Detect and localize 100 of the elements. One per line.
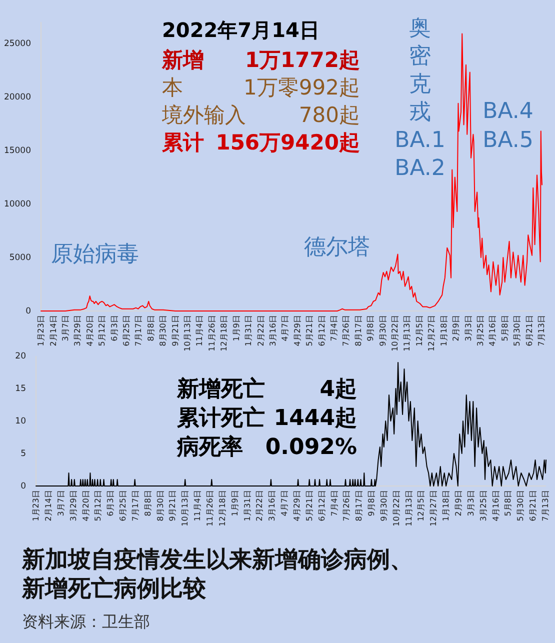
annotation: 病死率 (176, 434, 243, 460)
annotation: BA.1 (394, 128, 446, 153)
x-tick-label: 2月14日 (48, 315, 58, 346)
x-tick-label: 12月18日 (218, 490, 227, 526)
x-tick-label: 9月8日 (366, 315, 376, 342)
x-tick-label: 5月21日 (305, 315, 314, 346)
y-tick-label: 15 (15, 384, 26, 394)
annotation: BA.5 (482, 128, 534, 153)
x-tick-label: 2月9日 (452, 315, 461, 342)
x-tick-label: 3月16日 (268, 315, 278, 346)
x-tick-label: 8月30日 (158, 315, 168, 346)
x-tick-label: 3月3日 (466, 490, 476, 516)
y-tick-label: 10 (15, 416, 26, 427)
x-tick-label: 1月9日 (230, 490, 240, 516)
x-tick-label: 12月5日 (416, 490, 426, 522)
x-tick-label: 3月16日 (268, 490, 277, 522)
x-tick-label: 6月3日 (106, 490, 116, 516)
x-tick-label: 1月23日 (36, 315, 46, 346)
x-tick-label: 5月30日 (516, 490, 526, 522)
x-tick-label: 1月31日 (244, 315, 254, 346)
x-tick-label: 4月20日 (81, 490, 90, 522)
x-tick-label: 11月26日 (207, 315, 216, 352)
x-tick-label: 1月18日 (439, 315, 448, 346)
annotation: 1万零992起 (244, 76, 360, 100)
x-tick-label: 6月3日 (110, 315, 119, 342)
x-tick-label: 11月13日 (404, 490, 414, 526)
x-tick-label: 4月29日 (292, 490, 302, 522)
x-tick-label: 12月27日 (429, 490, 438, 526)
x-tick-label: 6月25日 (118, 490, 128, 522)
x-tick-label: 7月13日 (540, 490, 550, 522)
x-tick-label: 9月21日 (170, 315, 180, 346)
x-tick-label: 11月13日 (402, 315, 412, 352)
x-tick-label: 7月17日 (134, 315, 144, 346)
x-tick-label: 7月13日 (537, 315, 546, 346)
x-tick-label: 3月29日 (73, 315, 82, 346)
annotation: 0.092% (265, 435, 357, 460)
x-tick-label: 7月4日 (330, 490, 339, 516)
x-tick-label: 8月8日 (143, 490, 152, 516)
x-tick-label: 1月23日 (32, 490, 41, 522)
annotation: 新增死亡 (176, 376, 265, 402)
x-tick-label: 6月21日 (524, 315, 534, 346)
x-tick-label: 8月17日 (354, 490, 364, 522)
annotation: 德尔塔 (304, 235, 370, 260)
x-tick-label: 3月25日 (478, 490, 488, 522)
annotation: 累计死亡 (176, 405, 265, 431)
x-tick-label: 5月8日 (500, 315, 510, 342)
x-tick-label: 5月12日 (98, 315, 107, 346)
x-tick-label: 4月16日 (488, 315, 498, 346)
x-tick-label: 3月7日 (56, 490, 66, 516)
x-tick-label: 9月8日 (367, 490, 376, 516)
x-tick-label: 11月4日 (195, 315, 204, 346)
y-tick-label: 5 (20, 449, 26, 460)
x-tick-label: 11月4日 (193, 490, 202, 522)
x-tick-label: 7月26日 (342, 315, 351, 346)
x-tick-label: 5月30日 (512, 315, 522, 346)
annotation: 原始病毒 (51, 242, 139, 267)
y-tick-label: 20000 (4, 92, 31, 103)
x-tick-label: 9月21日 (168, 490, 178, 522)
annotation: 本 (162, 76, 183, 100)
annotation: 累计 (161, 130, 204, 154)
x-tick-label: 10月22日 (390, 315, 400, 352)
y-tick-label: 0 (26, 306, 31, 317)
x-tick-label: 5月12日 (94, 490, 103, 522)
x-tick-label: 10月13日 (180, 490, 190, 526)
x-tick-label: 8月17日 (354, 315, 363, 346)
x-tick-label: 8月8日 (146, 315, 156, 342)
x-tick-label: 3月3日 (464, 315, 473, 342)
y-tick-label: 10000 (4, 200, 31, 210)
annotation: 1万1772起 (244, 48, 360, 72)
annotation: 新增 (161, 48, 204, 72)
annotation: BA.4 (482, 99, 534, 124)
text: 新加坡自疫情发生以来新增确诊病例、新增死亡病例比较 (21, 546, 413, 602)
y-tick-label: 0 (20, 482, 26, 492)
x-tick-label: 10月13日 (183, 315, 192, 352)
annotation: 境外输入 (161, 103, 246, 127)
annotation: 1444起 (274, 406, 357, 431)
x-tick-label: 10月22日 (392, 490, 401, 526)
x-tick-label: 7月26日 (342, 490, 352, 522)
x-tick-label: 2月9日 (454, 490, 464, 516)
annotation: 156万9420起 (216, 130, 360, 154)
x-tick-label: 6月25日 (122, 315, 131, 346)
x-tick-label: 4月16日 (491, 490, 500, 522)
text: 资料来源：卫生部 (22, 612, 150, 631)
x-tick-label: 1月31日 (242, 490, 252, 522)
annotation: 2022年7月14日 (162, 18, 320, 42)
x-tick-label: 3月29日 (68, 490, 78, 522)
x-tick-label: 6月12日 (317, 490, 326, 522)
x-tick-label: 5月8日 (504, 490, 513, 516)
x-tick-label: 3月25日 (476, 315, 485, 346)
x-tick-label: 4月20日 (85, 315, 94, 346)
x-tick-label: 2月14日 (44, 490, 53, 522)
x-tick-label: 3月7日 (60, 315, 70, 342)
y-tick-label: 15000 (4, 146, 31, 156)
x-tick-label: 1月18日 (442, 490, 451, 522)
x-tick-label: 2月22日 (255, 490, 264, 522)
x-tick-label: 4月7日 (280, 490, 290, 516)
x-tick-label: 12月5日 (414, 315, 424, 346)
x-tick-label: 7月4日 (330, 315, 339, 342)
y-tick-label: 25000 (4, 39, 31, 50)
x-tick-label: 6月21日 (528, 490, 538, 522)
